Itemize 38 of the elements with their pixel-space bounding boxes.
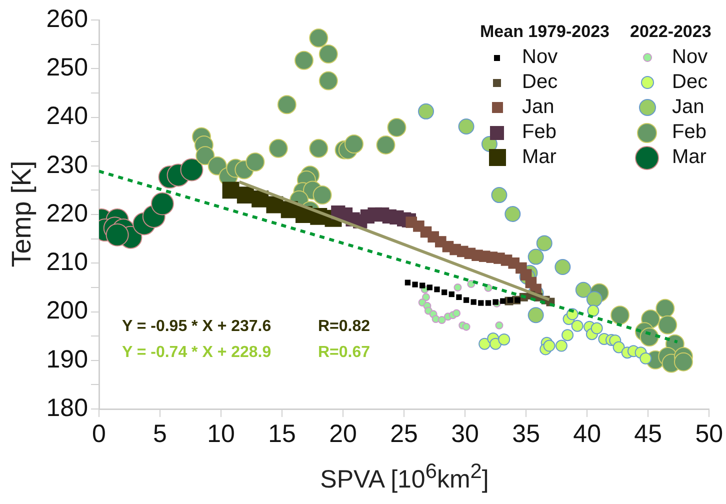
legend-label: Dec [672, 71, 708, 94]
legend-label: Feb [522, 121, 556, 144]
x-tick-label: 5 [153, 420, 167, 448]
x-tick-label: 50 [695, 420, 723, 448]
annotation: Y = -0.95 * X + 237.6 [122, 318, 272, 336]
annotation: 2022-2023 [630, 22, 712, 42]
x-tick-label: 0 [92, 420, 106, 448]
y-tick-label: 250 [46, 54, 88, 82]
y-tick-label: 210 [46, 248, 88, 276]
x-tick-label: 30 [451, 420, 479, 448]
x-axis-title: SPVA [10$^{6}$km$^{2}$] [319, 460, 490, 494]
legend-label: Jan [522, 96, 554, 119]
annotation: R=0.67 [318, 344, 370, 362]
y-axis-title: Temp [K] [6, 160, 38, 268]
annotation: Mean 1979-2023 [480, 22, 610, 42]
legend-label: Dec [522, 71, 558, 94]
x-tick-label: 20 [329, 420, 357, 448]
x-tick-label: 45 [634, 420, 662, 448]
legend-label: Jan [672, 96, 704, 119]
annotation: Y = -0.74 * X + 228.9 [122, 344, 272, 362]
x-tick-label: 35 [512, 420, 540, 448]
y-tick-label: 180 [46, 394, 88, 422]
y-tick-label: 240 [46, 102, 88, 130]
legend-label: Mar [672, 146, 706, 169]
legend-label: Nov [522, 46, 558, 69]
x-tick-label: 10 [207, 420, 235, 448]
x-tick-label: 25 [390, 420, 418, 448]
x-tick-label: 15 [268, 420, 296, 448]
legend-label: Feb [672, 121, 706, 144]
y-tick-label: 190 [46, 345, 88, 374]
y-tick-label: 200 [46, 296, 88, 325]
y-tick-label: 260 [46, 4, 88, 33]
x-tick-label: 40 [573, 420, 601, 448]
y-tick-label: 220 [46, 199, 88, 228]
annotation: R=0.82 [318, 318, 370, 336]
legend-label: Mar [522, 146, 556, 169]
legend-label: Nov [672, 46, 708, 69]
y-tick-label: 230 [46, 150, 88, 179]
